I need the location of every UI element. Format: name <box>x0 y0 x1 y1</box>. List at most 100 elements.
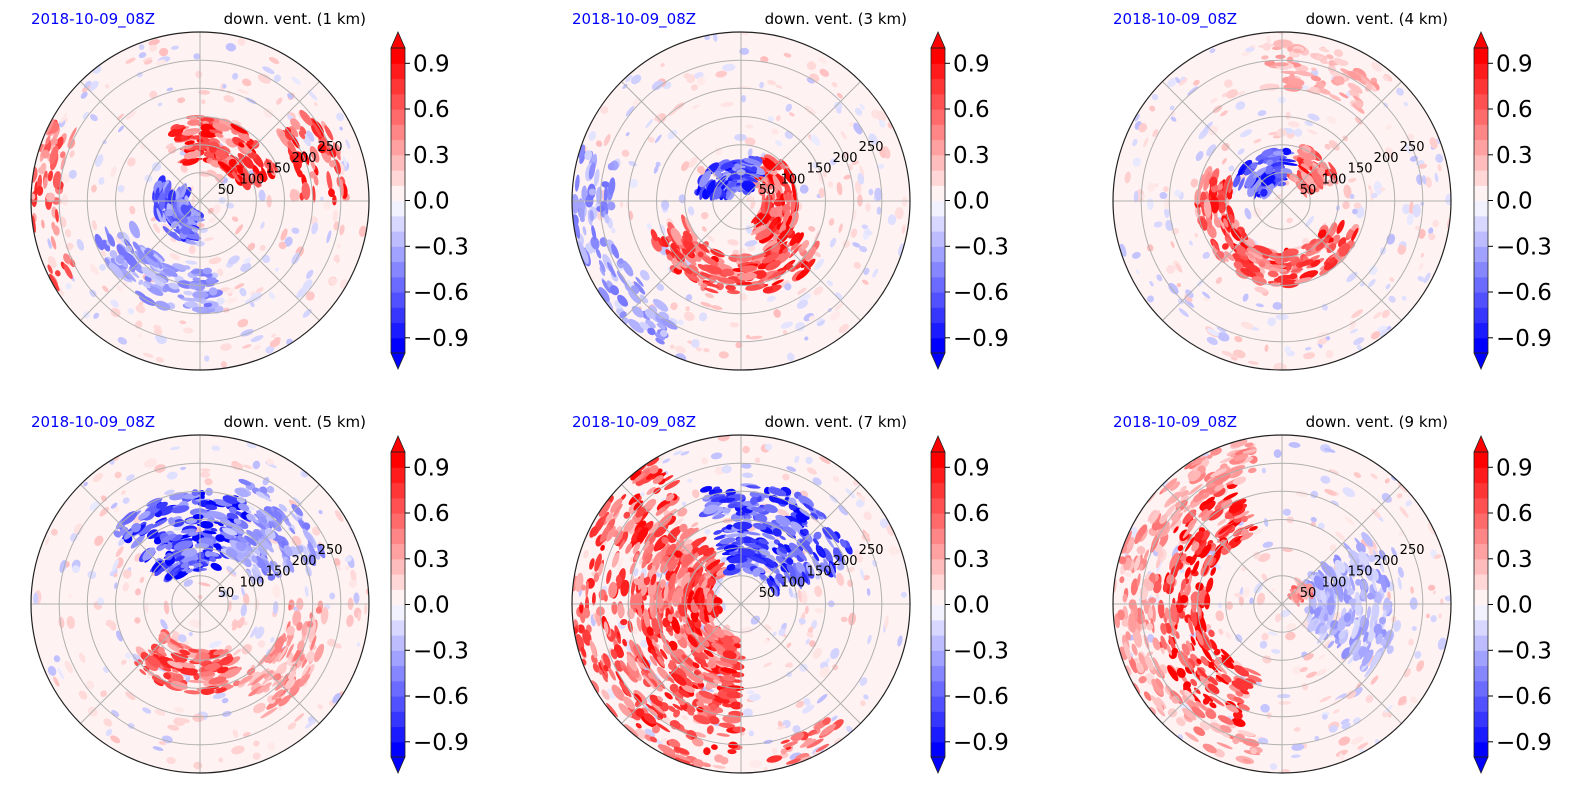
field-speck <box>164 489 175 495</box>
field-speck <box>273 74 282 82</box>
colorbar-level <box>931 200 945 217</box>
field-speck <box>253 740 260 747</box>
field-blob <box>657 237 664 247</box>
field-speck <box>785 103 793 112</box>
field-speck <box>122 497 130 504</box>
field-blob <box>1302 178 1314 196</box>
field-blob <box>320 137 332 156</box>
field-blob <box>622 261 634 277</box>
field-blob <box>578 207 585 219</box>
field-speck <box>121 490 126 495</box>
field-speck <box>125 691 136 701</box>
colorbar-level <box>1474 185 1488 202</box>
field-speck <box>117 125 125 133</box>
field-speck <box>65 228 72 238</box>
field-speck <box>603 134 611 146</box>
field-speck <box>695 346 703 352</box>
colorbar-tick-label: 0.0 <box>1496 189 1533 215</box>
field-speck <box>1206 328 1219 336</box>
field-speck <box>1230 356 1238 361</box>
field-speck <box>1305 347 1312 351</box>
field-blob <box>718 722 736 729</box>
colorbar-level <box>391 337 405 354</box>
field-speck <box>90 263 99 276</box>
field-speck <box>807 626 814 634</box>
field-blob <box>185 146 199 151</box>
radial-tick-label: 150 <box>807 565 832 580</box>
field-speck <box>237 38 246 46</box>
field-speck <box>767 79 776 86</box>
field-blob <box>47 264 53 274</box>
field-blob <box>206 500 216 505</box>
field-blob <box>623 519 635 535</box>
field-blob <box>706 264 723 275</box>
field-speck <box>1164 207 1170 219</box>
field-speck <box>241 643 253 655</box>
field-speck <box>633 568 639 577</box>
field-speck <box>1170 241 1175 248</box>
field-speck <box>827 181 834 188</box>
field-blob <box>52 171 62 189</box>
field-blob <box>151 675 167 685</box>
field-speck <box>846 725 853 733</box>
field-blob <box>258 170 268 183</box>
field-blob <box>242 155 254 169</box>
field-speck <box>804 105 816 115</box>
field-speck <box>1159 191 1168 200</box>
field-blob <box>650 229 658 242</box>
field-speck <box>253 702 266 714</box>
field-blob <box>1258 261 1266 268</box>
field-blob <box>181 548 198 558</box>
field-blob <box>165 209 174 217</box>
field-blob <box>299 654 305 662</box>
panel-date-label: 2018-10-09_08Z <box>31 413 155 432</box>
field-speck <box>289 188 298 202</box>
field-blob <box>289 510 302 525</box>
field-blob <box>734 163 741 170</box>
field-speck <box>239 287 247 297</box>
field-speck <box>225 43 237 52</box>
field-blob <box>49 273 60 292</box>
field-blob <box>282 561 290 575</box>
field-blob <box>41 219 45 229</box>
field-blob <box>1273 39 1293 48</box>
field-blob <box>1240 268 1257 278</box>
field-speck <box>712 765 726 769</box>
field-speck <box>718 351 729 359</box>
field-speck <box>717 435 730 442</box>
field-speck <box>782 473 790 481</box>
field-blob <box>728 741 739 749</box>
field-speck <box>625 75 633 83</box>
colorbar-level <box>391 467 405 484</box>
field-blob <box>291 504 303 516</box>
field-speck <box>1285 111 1291 120</box>
field-speck <box>653 164 659 174</box>
colorbar-level <box>931 665 945 682</box>
field-blob <box>1217 183 1223 191</box>
field-speck <box>901 224 906 234</box>
field-speck <box>748 693 761 702</box>
colorbar-level <box>931 482 945 499</box>
field-speck <box>834 301 844 311</box>
field-blob <box>1299 270 1319 280</box>
field-blob <box>618 258 624 265</box>
colorbar-level <box>391 619 405 636</box>
field-speck <box>216 297 225 305</box>
field-blob <box>750 224 768 236</box>
field-blob <box>589 210 594 222</box>
colorbar-level <box>931 63 945 80</box>
field-speck <box>144 59 153 65</box>
field-blob <box>296 621 303 631</box>
field-speck <box>775 115 781 122</box>
field-speck <box>60 112 68 124</box>
radial-tick-label: 250 <box>318 140 343 155</box>
field-blob <box>256 682 272 695</box>
field-blob <box>63 263 73 280</box>
field-blob <box>188 531 199 536</box>
colorbar-level <box>391 276 405 293</box>
field-blob <box>326 171 333 191</box>
field-speck <box>815 574 821 580</box>
field-blob <box>598 669 603 676</box>
field-speck <box>686 74 696 84</box>
field-speck <box>94 535 104 546</box>
